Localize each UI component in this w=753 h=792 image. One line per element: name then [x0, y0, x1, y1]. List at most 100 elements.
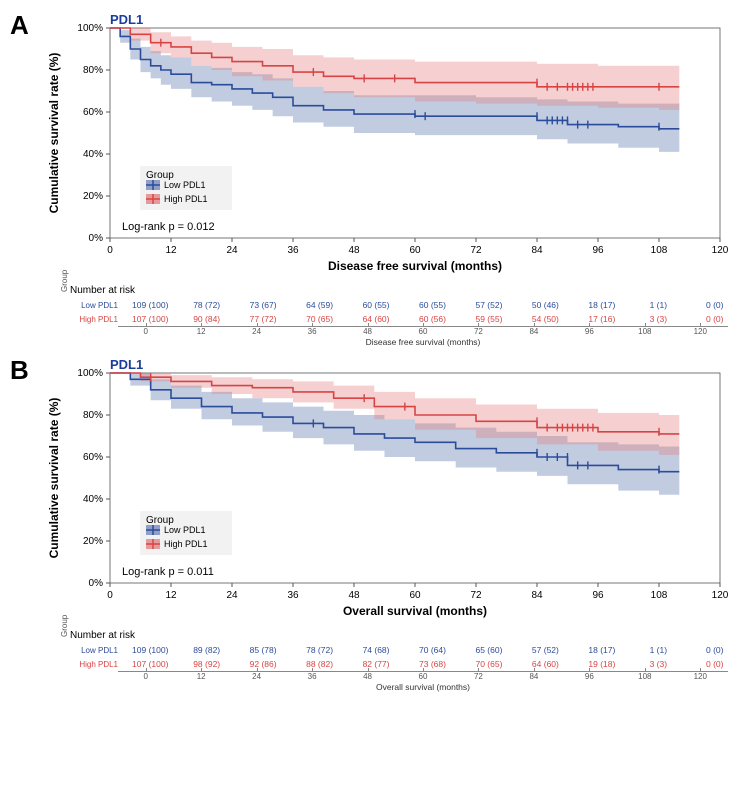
y-tick-label: 60% — [83, 452, 103, 463]
risk-tick: 60 — [395, 327, 450, 337]
y-tick-label: 20% — [83, 191, 103, 202]
risk-cell: 0 (0) — [687, 659, 743, 669]
risk-cell: 92 (86) — [235, 659, 291, 669]
risk-cell: 98 (92) — [178, 659, 234, 669]
risk-cell: 85 (78) — [235, 645, 291, 655]
panel-b: BPDL10%20%40%60%80%100%01224364860728496… — [10, 355, 743, 692]
risk-cell: 54 (50) — [517, 314, 573, 324]
risk-cell: 74 (68) — [348, 645, 404, 655]
risk-cell: 89 (82) — [178, 645, 234, 655]
risk-cell: 17 (16) — [574, 314, 630, 324]
risk-xlabel: Overall survival (months) — [118, 682, 728, 692]
y-tick-label: 40% — [83, 494, 103, 505]
risk-cell: 0 (0) — [687, 314, 743, 324]
risk-tick: 0 — [118, 327, 173, 337]
legend-item-label: Low PDL1 — [164, 180, 206, 190]
risk-tick: 96 — [562, 672, 617, 682]
panel-letter: B — [10, 355, 29, 386]
y-tick-label: 60% — [83, 107, 103, 118]
x-tick-label: 96 — [592, 245, 604, 256]
risk-row-label: High PDL1 — [70, 315, 122, 324]
logrank-text: Log-rank p = 0.011 — [122, 566, 214, 578]
risk-cell: 107 (100) — [122, 659, 178, 669]
risk-group-label: Group — [60, 270, 69, 292]
risk-tick: 120 — [673, 672, 728, 682]
risk-cell: 78 (72) — [291, 645, 347, 655]
risk-cell: 65 (60) — [461, 645, 517, 655]
risk-cell: 82 (77) — [348, 659, 404, 669]
risk-cell: 70 (65) — [461, 659, 517, 669]
risk-cell: 88 (82) — [291, 659, 347, 669]
risk-cell: 73 (67) — [235, 300, 291, 310]
risk-cell: 57 (52) — [517, 645, 573, 655]
risk-header: Number at risk — [70, 285, 743, 296]
x-tick-label: 84 — [531, 590, 543, 601]
chart-title: PDL1 — [110, 12, 143, 27]
risk-row-label: High PDL1 — [70, 660, 122, 669]
panel-letter: A — [10, 10, 29, 41]
risk-cell: 109 (100) — [122, 645, 178, 655]
risk-row-label: Low PDL1 — [70, 646, 122, 655]
risk-cell: 3 (3) — [630, 314, 686, 324]
x-tick-label: 48 — [348, 245, 360, 256]
y-tick-label: 80% — [83, 410, 103, 421]
risk-tick: 72 — [451, 672, 506, 682]
risk-tick: 48 — [340, 327, 395, 337]
x-tick-label: 60 — [409, 245, 421, 256]
risk-cell: 107 (100) — [122, 314, 178, 324]
x-tick-label: 12 — [165, 245, 177, 256]
risk-row: High PDL1107 (100)90 (84)77 (72)70 (65)6… — [70, 312, 743, 326]
x-tick-label: 120 — [712, 590, 729, 601]
x-tick-label: 24 — [226, 245, 238, 256]
risk-tick: 24 — [229, 672, 284, 682]
risk-tick: 36 — [284, 327, 339, 337]
y-tick-label: 20% — [83, 536, 103, 547]
panel-a: APDL10%20%40%60%80%100%01224364860728496… — [10, 10, 743, 347]
y-axis-label: Cumulative survival rate (%) — [47, 398, 61, 559]
x-tick-label: 96 — [592, 590, 604, 601]
risk-tick: 24 — [229, 327, 284, 337]
y-tick-label: 0% — [89, 578, 104, 589]
risk-cell: 18 (17) — [574, 300, 630, 310]
x-tick-label: 36 — [287, 590, 299, 601]
chart-title: PDL1 — [110, 357, 143, 372]
x-tick-label: 84 — [531, 245, 543, 256]
risk-tick: 96 — [562, 327, 617, 337]
x-axis-label: Disease free survival (months) — [328, 259, 502, 273]
risk-cell: 3 (3) — [630, 659, 686, 669]
logrank-text: Log-rank p = 0.012 — [122, 221, 215, 233]
x-tick-label: 48 — [348, 590, 360, 601]
risk-cell: 1 (1) — [630, 300, 686, 310]
risk-tick: 84 — [506, 672, 561, 682]
y-tick-label: 100% — [77, 368, 103, 379]
risk-cell: 70 (65) — [291, 314, 347, 324]
risk-cell: 64 (60) — [348, 314, 404, 324]
legend-item-label: High PDL1 — [164, 194, 208, 204]
risk-tick: 108 — [617, 672, 672, 682]
risk-header: Number at risk — [70, 630, 743, 641]
x-tick-label: 108 — [651, 245, 668, 256]
x-tick-label: 24 — [226, 590, 238, 601]
risk-cell: 78 (72) — [178, 300, 234, 310]
risk-cell: 73 (68) — [404, 659, 460, 669]
risk-cell: 64 (60) — [517, 659, 573, 669]
risk-tick: 0 — [118, 672, 173, 682]
x-tick-label: 0 — [107, 245, 113, 256]
risk-cell: 1 (1) — [630, 645, 686, 655]
risk-tick: 72 — [451, 327, 506, 337]
x-tick-label: 12 — [165, 590, 177, 601]
x-tick-label: 36 — [287, 245, 299, 256]
y-tick-label: 80% — [83, 65, 103, 76]
risk-row-label: Low PDL1 — [70, 301, 122, 310]
x-tick-label: 0 — [107, 590, 113, 601]
risk-tick: 12 — [173, 672, 228, 682]
risk-cell: 50 (46) — [517, 300, 573, 310]
km-chart: PDL10%20%40%60%80%100%012243648607284961… — [40, 10, 740, 280]
risk-cell: 19 (18) — [574, 659, 630, 669]
risk-row: High PDL1107 (100)98 (92)92 (86)88 (82)8… — [70, 657, 743, 671]
risk-cell: 60 (56) — [404, 314, 460, 324]
risk-table: Number at risk Low PDL1109 (100)89 (82)85… — [70, 630, 743, 692]
risk-cell: 109 (100) — [122, 300, 178, 310]
risk-row: Low PDL1109 (100)78 (72)73 (67)64 (59)60… — [70, 298, 743, 312]
x-axis-label: Overall survival (months) — [343, 604, 487, 618]
